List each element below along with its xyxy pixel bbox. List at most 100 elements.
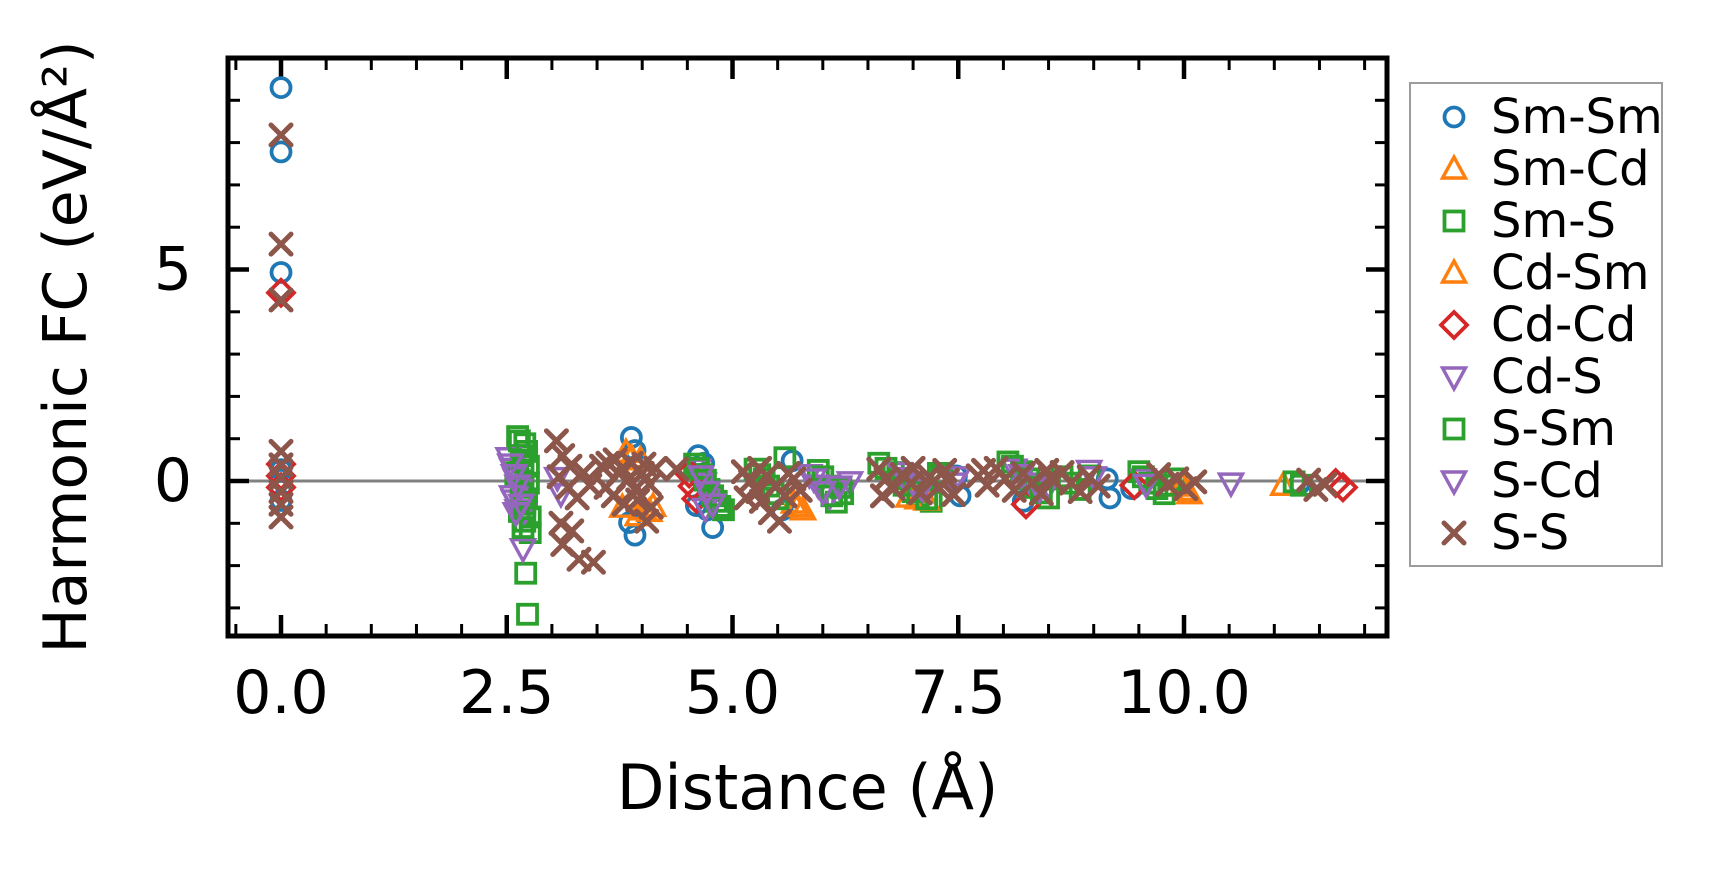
data-point-square: [514, 561, 538, 585]
legend-label: S-Sm: [1491, 400, 1617, 457]
legend-label: Sm-Cd: [1491, 140, 1650, 197]
x-axis-label: Distance (Å): [616, 751, 999, 824]
data-point-triangle-down: [508, 537, 538, 565]
y-tick-label: 5: [154, 235, 192, 305]
data-point-x: [571, 460, 597, 486]
data-point-x: [1028, 481, 1054, 507]
data-point-x: [900, 455, 926, 481]
data-point-square: [518, 521, 542, 545]
data-point-x: [634, 508, 660, 534]
legend-marker-sm-cd-icon: [1439, 152, 1469, 180]
y-axis-label: Harmonic FC (eV/Å²): [31, 40, 101, 654]
data-point-x: [268, 122, 294, 148]
legend-label: Cd-S: [1491, 348, 1603, 405]
data-point-x: [787, 477, 813, 503]
data-point-triangle-down: [1131, 473, 1161, 500]
data-point-x: [1001, 477, 1027, 503]
legend-marker-sm-s-icon: [1442, 209, 1466, 232]
legend-label: Sm-S: [1491, 192, 1617, 249]
legend-label: S-Cd: [1491, 452, 1603, 509]
data-point-triangle-up: [1439, 152, 1469, 180]
legend-marker-cd-sm-icon: [1439, 256, 1469, 284]
legend-marker-cd-s-icon: [1439, 365, 1469, 393]
data-point-triangle-down: [808, 480, 838, 508]
data-point-square: [1442, 417, 1466, 440]
data-point-x: [268, 231, 294, 257]
x-tick-label: 2.5: [459, 658, 554, 728]
legend-marker-cd-cd-icon: [1438, 308, 1470, 341]
legend: Sm-Sm Sm-Cd Sm-S Cd-Sm Cd-Cd Cd-S S-Sm S-Cd S-S: [1409, 82, 1663, 567]
x-tick-label: 5.0: [685, 658, 780, 728]
data-point-diamond: [1438, 308, 1470, 341]
data-point-circle: [1098, 486, 1122, 510]
legend-item-cd-sm: Cd-Sm: [1411, 244, 1661, 301]
legend-item-sm-s: Sm-S: [1411, 192, 1661, 249]
x-tick-label: 7.5: [911, 658, 1006, 728]
legend-item-s-s: S-S: [1411, 504, 1661, 561]
legend-label: Cd-Sm: [1491, 244, 1650, 301]
data-point-triangle-down: [686, 465, 716, 492]
data-point-x: [1312, 471, 1338, 497]
data-point-x: [636, 471, 662, 497]
data-point-diamond: [1118, 469, 1151, 501]
y-tick-label: 0: [154, 446, 192, 516]
data-point-x: [1085, 473, 1111, 499]
series-s-s: [268, 122, 1338, 575]
data-point-circle: [269, 140, 293, 164]
x-tick-label: 0.0: [233, 658, 328, 728]
data-point-triangle-up: [1439, 256, 1469, 284]
data-point-triangle-down: [1216, 472, 1246, 499]
data-point-triangle-down: [692, 480, 722, 508]
data-point-x: [559, 518, 585, 544]
data-point-triangle-down: [835, 471, 865, 498]
legend-item-sm-sm: Sm-Sm: [1411, 88, 1663, 145]
x-tick-label: 10.0: [1117, 658, 1251, 728]
data-point-circle: [1442, 105, 1466, 128]
data-point-triangle-down: [1439, 365, 1469, 393]
data-point-triangle-down: [546, 482, 576, 510]
data-point-triangle-down: [497, 485, 527, 512]
data-point-circle: [269, 76, 293, 100]
legend-item-sm-cd: Sm-Cd: [1411, 140, 1661, 197]
legend-label: S-S: [1491, 504, 1570, 561]
legend-marker-s-s-icon: [1441, 520, 1467, 545]
plot-border: [225, 55, 1390, 639]
data-point-triangle-up: [1268, 469, 1298, 496]
data-point-x: [1441, 520, 1467, 545]
data-point-triangle-down: [824, 475, 854, 502]
legend-marker-s-sm-icon: [1442, 417, 1466, 440]
data-point-x: [580, 549, 606, 575]
data-point-triangle-up: [788, 494, 818, 521]
data-point-x: [625, 487, 651, 513]
data-point-x: [1067, 479, 1093, 505]
data-point-x: [772, 483, 798, 509]
legend-label: Sm-Sm: [1491, 88, 1663, 145]
data-point-x: [974, 472, 1000, 498]
data-point-square: [511, 516, 535, 539]
data-point-x: [268, 504, 294, 530]
data-point-x: [664, 456, 690, 482]
legend-item-s-sm: S-Sm: [1411, 400, 1661, 457]
data-point-triangle-down: [698, 493, 728, 520]
data-point-x: [934, 467, 960, 493]
legend-marker-s-cd-icon: [1439, 469, 1469, 497]
legend-item-cd-s: Cd-S: [1411, 348, 1661, 405]
data-point-x: [880, 476, 906, 502]
data-point-x: [1182, 469, 1208, 495]
data-point-square: [1442, 209, 1466, 232]
data-point-x: [907, 480, 933, 506]
data-point-x: [781, 466, 807, 492]
data-point-square: [516, 602, 539, 626]
data-point-triangle-down: [1439, 469, 1469, 497]
data-point-x: [268, 287, 294, 313]
data-point-x: [941, 482, 967, 508]
data-point-x: [643, 455, 669, 481]
legend-label: Cd-Cd: [1491, 296, 1637, 353]
data-point-diamond: [1327, 471, 1359, 504]
data-point-x: [638, 494, 664, 520]
legend-item-cd-cd: Cd-Cd: [1411, 296, 1661, 353]
data-point-x: [766, 508, 792, 534]
data-point-triangle-down: [501, 502, 531, 529]
